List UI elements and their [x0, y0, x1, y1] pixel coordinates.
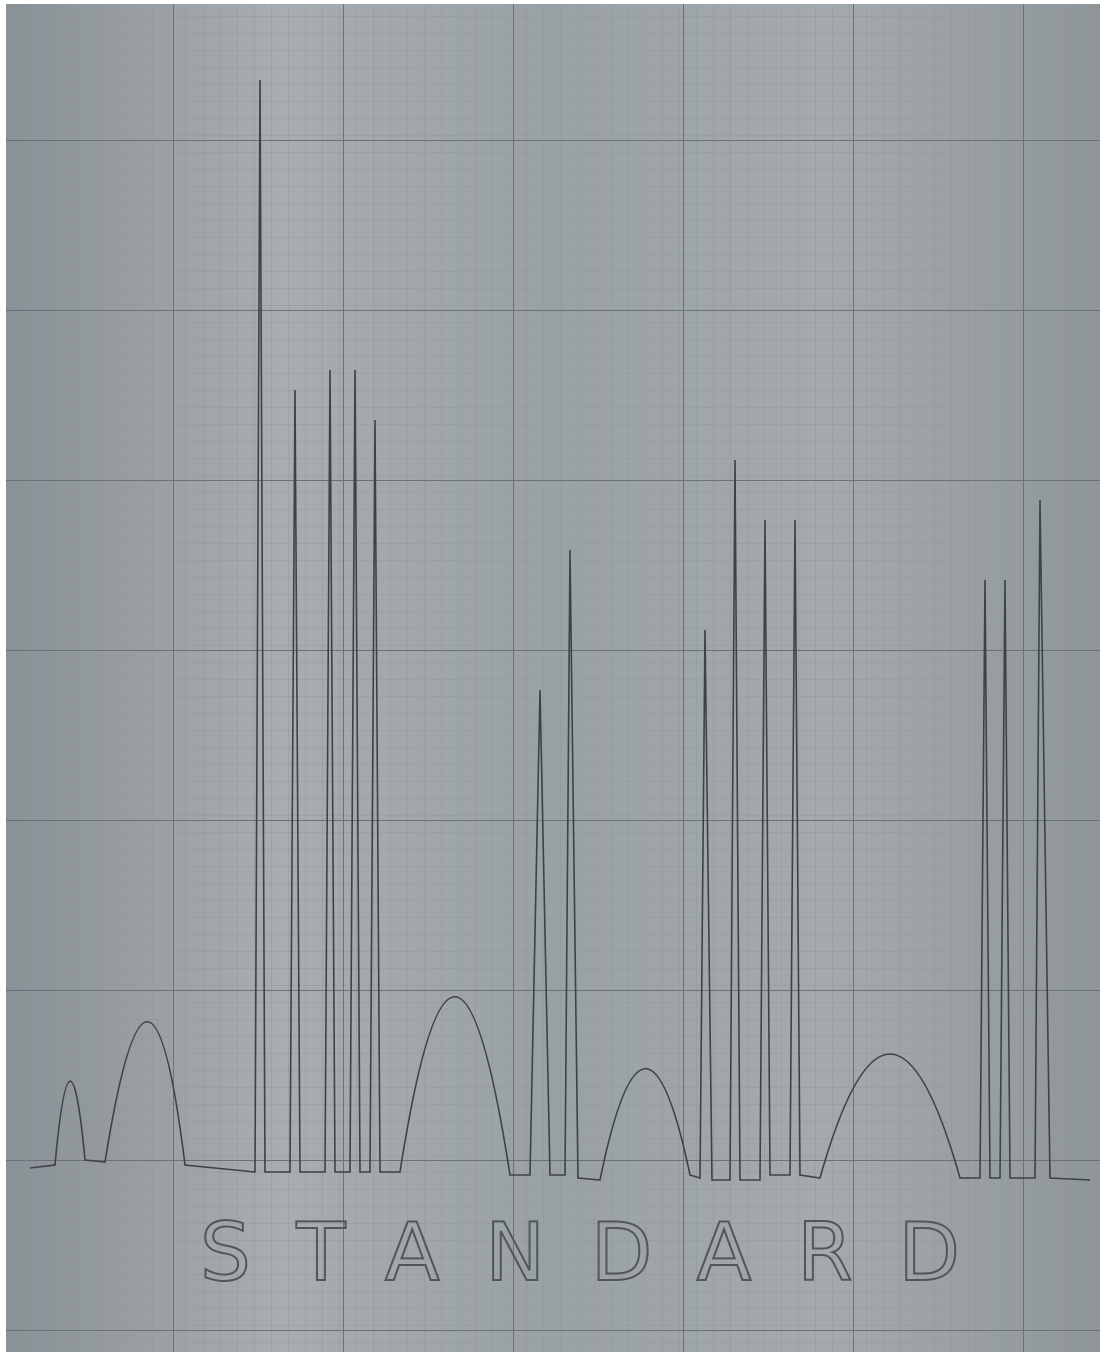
- photo: STANDARD: [0, 0, 1105, 1355]
- page: STANDARD (() => { const data = JSON.pars…: [0, 0, 1105, 1355]
- grid-major: [6, 4, 1100, 1352]
